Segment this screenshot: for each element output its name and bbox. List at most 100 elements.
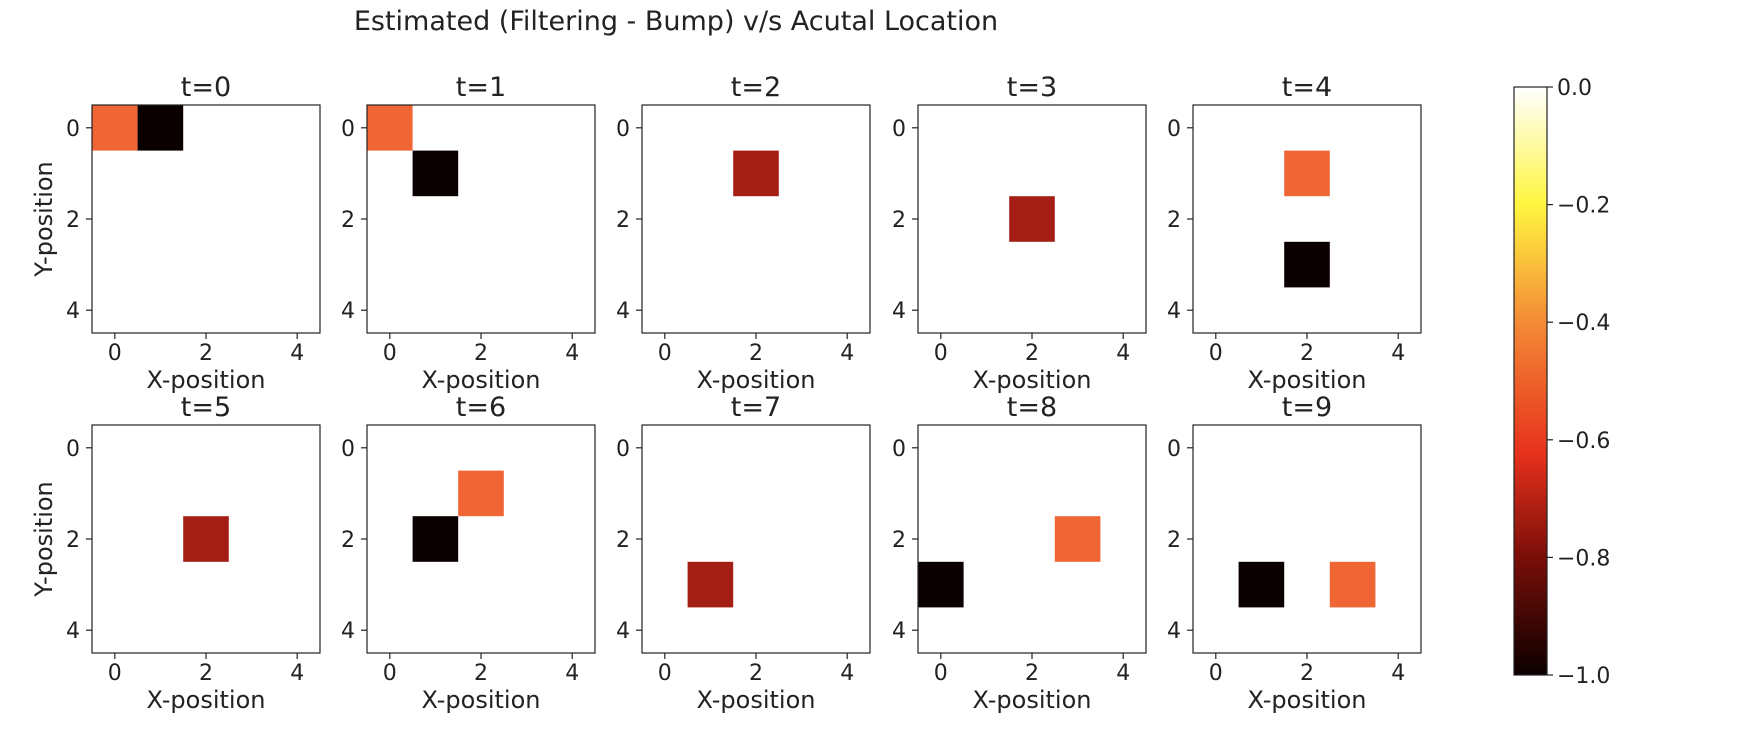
y-axis-label: Y-position bbox=[30, 481, 58, 598]
y-tick-label: 4 bbox=[66, 619, 80, 644]
colorbar-tick-label: −0.4 bbox=[1557, 311, 1610, 336]
x-axis-label: X-position bbox=[697, 366, 816, 394]
y-tick-label: 2 bbox=[1167, 208, 1181, 233]
y-tick-label: 2 bbox=[616, 528, 630, 553]
panel-background bbox=[642, 425, 870, 653]
y-tick-label: 0 bbox=[616, 437, 630, 462]
x-axis-label: X-position bbox=[697, 686, 816, 714]
figure-title: Estimated (Filtering - Bump) v/s Acutal … bbox=[354, 6, 998, 37]
panel-title: t=2 bbox=[731, 72, 781, 103]
y-tick-label: 2 bbox=[892, 208, 906, 233]
panel-title: t=0 bbox=[181, 72, 231, 103]
panel-title: t=4 bbox=[1282, 72, 1332, 103]
colorbar: 0.0 −0.2 −0.4 −0.6 −0.8 −1.0 bbox=[1513, 76, 1610, 689]
x-axis-label: X-position bbox=[1248, 686, 1367, 714]
x-tick-label: 0 bbox=[934, 661, 948, 686]
panel-title: t=9 bbox=[1282, 392, 1332, 423]
panel-background bbox=[1193, 105, 1421, 333]
x-tick-label: 4 bbox=[840, 661, 854, 686]
heatmap-cell bbox=[1284, 241, 1330, 288]
heatmap-panel: t=4 0 2 4 0 2 4 X-position bbox=[1167, 72, 1422, 394]
x-axis-label: X-position bbox=[147, 366, 266, 394]
x-tick-label: 4 bbox=[1391, 661, 1405, 686]
x-tick-label: 2 bbox=[749, 661, 763, 686]
x-tick-label: 0 bbox=[1209, 341, 1223, 366]
y-tick-label: 2 bbox=[1167, 528, 1181, 553]
heatmap-panel: t=7 0 2 4 0 2 4 X-position bbox=[616, 392, 871, 714]
y-tick-label: 2 bbox=[892, 528, 906, 553]
x-tick-label: 2 bbox=[474, 661, 488, 686]
y-tick-label: 4 bbox=[341, 619, 355, 644]
y-tick-label: 4 bbox=[1167, 299, 1181, 324]
x-tick-label: 2 bbox=[1025, 661, 1039, 686]
y-tick-label: 0 bbox=[66, 437, 80, 462]
panel-title: t=5 bbox=[181, 392, 231, 423]
y-tick-label: 4 bbox=[892, 299, 906, 324]
heatmap-cell bbox=[92, 105, 138, 151]
colorbar-gradient bbox=[1514, 87, 1547, 675]
x-tick-label: 4 bbox=[565, 661, 579, 686]
y-tick-label: 4 bbox=[341, 299, 355, 324]
heatmap-cell bbox=[412, 516, 459, 562]
x-tick-label: 4 bbox=[840, 341, 854, 366]
y-axis-label: Y-position bbox=[30, 161, 58, 278]
panel-title: t=7 bbox=[731, 392, 781, 423]
x-axis-label: X-position bbox=[147, 686, 266, 714]
x-tick-label: 2 bbox=[1300, 661, 1314, 686]
x-tick-label: 4 bbox=[290, 661, 304, 686]
x-tick-label: 4 bbox=[290, 341, 304, 366]
y-tick-label: 4 bbox=[66, 299, 80, 324]
x-axis-label: X-position bbox=[422, 366, 541, 394]
heatmap-cell bbox=[367, 105, 413, 151]
heatmap-panel: t=3 0 2 4 0 2 4 X-position bbox=[892, 72, 1147, 394]
x-axis-label: X-position bbox=[1248, 366, 1367, 394]
heatmap-panel: t=9 0 2 4 0 2 4 X-position bbox=[1167, 392, 1422, 714]
y-tick-label: 4 bbox=[892, 619, 906, 644]
x-axis-label: X-position bbox=[422, 686, 541, 714]
y-tick-label: 4 bbox=[616, 299, 630, 324]
heatmap-cell bbox=[687, 561, 734, 608]
x-tick-label: 0 bbox=[108, 341, 122, 366]
x-tick-label: 0 bbox=[383, 661, 397, 686]
x-tick-label: 4 bbox=[1391, 341, 1405, 366]
heatmap-cell bbox=[183, 516, 229, 562]
x-tick-label: 2 bbox=[1300, 341, 1314, 366]
heatmap-cell bbox=[918, 561, 964, 608]
y-tick-label: 0 bbox=[616, 117, 630, 142]
y-tick-label: 0 bbox=[1167, 117, 1181, 142]
colorbar-tick-label: −0.2 bbox=[1557, 194, 1610, 219]
heatmap-panel: t=6 0 2 4 0 2 4 X-position bbox=[341, 392, 596, 714]
y-tick-label: 0 bbox=[66, 117, 80, 142]
colorbar-frame bbox=[1513, 86, 1548, 676]
panel-title: t=8 bbox=[1007, 392, 1057, 423]
heatmap-cell bbox=[458, 470, 504, 517]
y-tick-label: 2 bbox=[341, 528, 355, 553]
x-tick-label: 4 bbox=[565, 341, 579, 366]
y-tick-label: 0 bbox=[892, 117, 906, 142]
y-tick-label: 2 bbox=[66, 208, 80, 233]
colorbar-tick-label: −0.6 bbox=[1557, 429, 1610, 454]
y-tick-label: 4 bbox=[616, 619, 630, 644]
heatmap-cell bbox=[137, 105, 184, 151]
heatmap-cell bbox=[1238, 561, 1285, 608]
heatmap-cell bbox=[1284, 150, 1330, 197]
colorbar-tick-label: −0.8 bbox=[1557, 546, 1610, 571]
heatmap-cell bbox=[1054, 516, 1101, 562]
x-tick-label: 4 bbox=[1116, 661, 1130, 686]
x-tick-label: 2 bbox=[749, 341, 763, 366]
x-tick-label: 2 bbox=[1025, 341, 1039, 366]
y-tick-label: 0 bbox=[341, 117, 355, 142]
x-tick-label: 0 bbox=[658, 341, 672, 366]
x-tick-label: 2 bbox=[199, 341, 213, 366]
x-tick-label: 0 bbox=[1209, 661, 1223, 686]
y-tick-label: 2 bbox=[341, 208, 355, 233]
x-tick-label: 4 bbox=[1116, 341, 1130, 366]
panel-background bbox=[642, 105, 870, 333]
heatmap-cell bbox=[1329, 561, 1376, 608]
y-tick-label: 2 bbox=[66, 528, 80, 553]
panel-title: t=3 bbox=[1007, 72, 1057, 103]
heatmap-panel: t=1 0 2 4 0 2 4 X-position bbox=[341, 72, 596, 394]
panels-group: t=0 0 2 4 0 2 4 X-position Y-position t=1 0 2 4 0 2 4 X-… bbox=[30, 72, 1422, 714]
x-tick-label: 0 bbox=[383, 341, 397, 366]
